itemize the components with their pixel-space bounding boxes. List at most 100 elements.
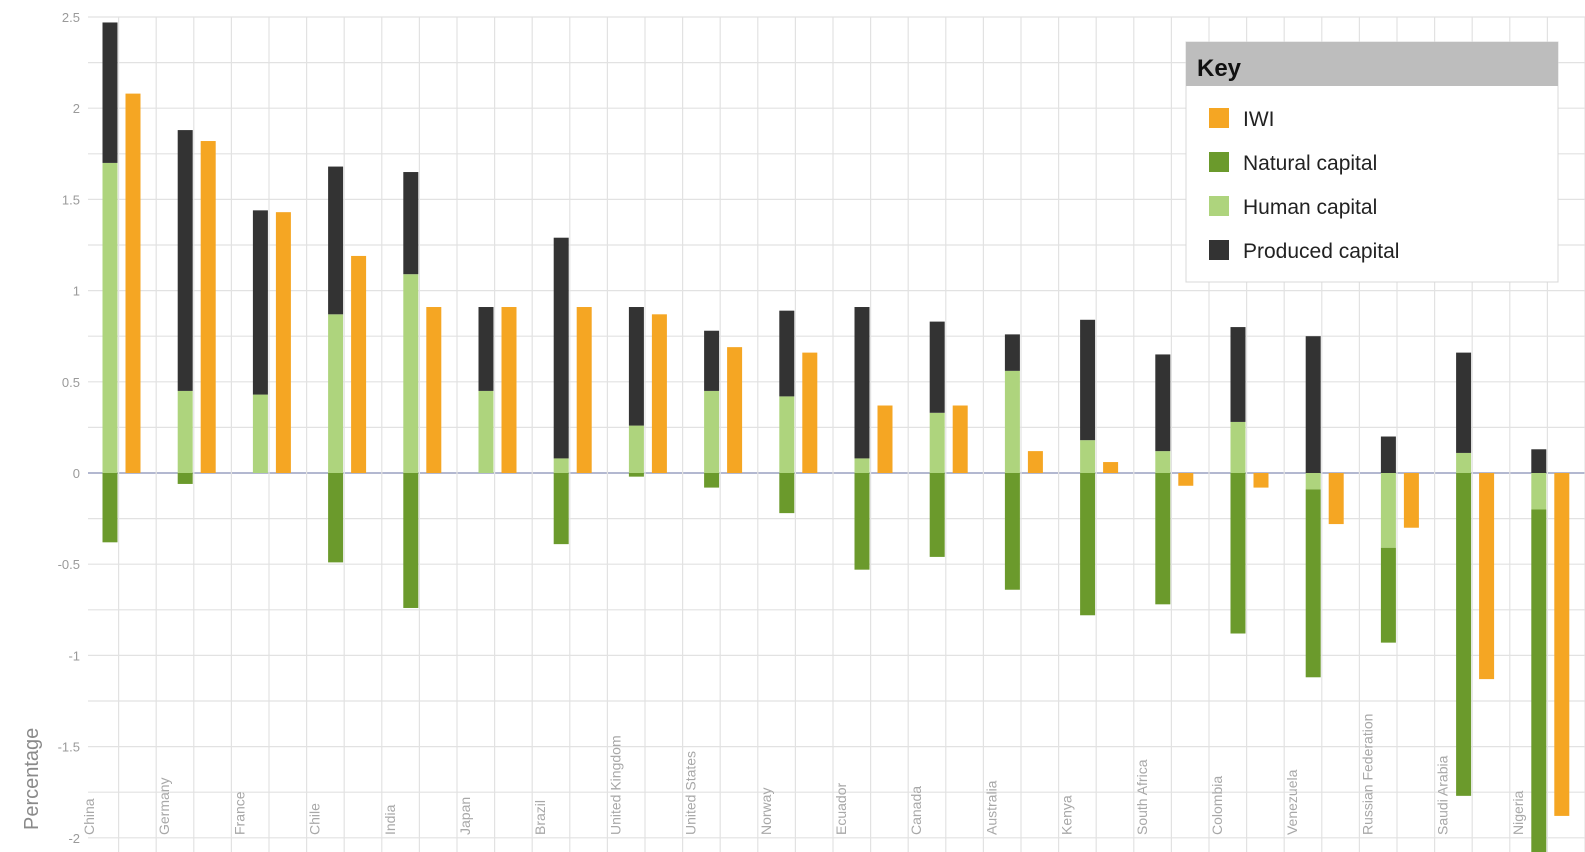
human-capital-bar [328,314,344,473]
iwi-bar [200,141,216,474]
bars [102,22,1570,852]
iwi-bar [576,307,592,473]
legend-header [1186,42,1558,86]
y-tick-label: 0 [73,466,80,481]
human-capital-bar [1080,440,1096,473]
legend-swatch [1209,240,1229,260]
produced-capital-bar [1080,319,1096,441]
produced-capital-bar [1230,327,1246,422]
iwi-bar [802,352,818,473]
human-capital-bar [177,390,193,473]
produced-capital-bar [779,310,795,397]
country-label: Russian Federation [1359,714,1375,835]
produced-capital-bar [177,130,193,391]
natural-capital-bar [1080,473,1096,616]
human-capital-bar [628,425,644,473]
human-capital-bar [1305,473,1321,490]
natural-capital-bar [1531,509,1547,852]
legend-label: IWI [1243,108,1275,131]
produced-capital-bar [929,321,945,413]
human-capital-bar [1531,473,1547,510]
human-capital-bar [1456,452,1472,473]
human-capital-bar [403,274,419,473]
natural-capital-bar [1004,473,1020,590]
natural-capital-bar [403,473,419,608]
natural-capital-bar [854,473,870,570]
produced-capital-bar [704,330,720,391]
iwi-bar [1027,451,1043,473]
iwi-bar [1328,473,1344,525]
y-tick-label: 1.5 [62,192,80,207]
produced-capital-bar [628,307,644,426]
human-capital-bar [553,458,569,473]
natural-capital-bar [177,473,193,484]
natural-capital-bar [628,473,644,477]
natural-capital-bar [1230,473,1246,634]
iwi-bar [1253,473,1269,488]
legend-swatch [1209,108,1229,128]
y-axis-title: Percentage [21,728,43,830]
country-label: United Kingdom [607,735,623,835]
legend-title: Key [1197,55,1242,82]
produced-capital-bar [403,172,419,275]
natural-capital-bar [102,473,118,543]
iwi-bar [125,93,141,473]
natural-capital-bar [553,473,569,545]
y-tick-label: 2 [73,101,80,116]
produced-capital-bar [553,237,569,459]
natural-capital-bar [1380,547,1396,643]
natural-capital-bar [1155,473,1171,605]
human-capital-bar [854,458,870,473]
country-label: Japan [457,797,473,835]
iwi-bar [1479,473,1495,680]
country-label: France [231,791,247,835]
iwi-bar [1103,462,1119,473]
country-label: Ecuador [833,783,849,835]
natural-capital-bar [929,473,945,557]
country-label: South Africa [1134,759,1150,835]
natural-capital-bar [704,473,720,488]
produced-capital-bar [478,307,494,391]
iwi-bar [877,405,893,473]
human-capital-bar [478,390,494,473]
produced-capital-bar [1004,334,1020,371]
iwi-bar [651,314,667,473]
human-capital-bar [1155,451,1171,473]
iwi-bar [351,255,367,473]
natural-capital-bar [328,473,344,563]
legend-label: Human capital [1243,196,1377,219]
natural-capital-bar [779,473,795,514]
human-capital-bar [779,396,795,473]
y-tick-label: -1.5 [58,740,80,755]
country-label: Nigeria [1510,790,1526,835]
human-capital-bar [704,390,720,473]
country-label: Canada [908,786,924,835]
natural-capital-bar [1456,473,1472,796]
country-label: Germany [156,777,172,835]
human-capital-bar [929,412,945,473]
natural-capital-bar [1305,489,1321,678]
country-label: Norway [758,788,774,835]
y-tick-label: -1 [68,648,80,663]
country-label: China [81,798,97,835]
produced-capital-bar [102,22,118,163]
y-tick-label: -0.5 [58,557,80,572]
country-label: Kenya [1059,795,1075,835]
iwi-bar [727,347,743,473]
y-tick-label: 1 [73,284,80,299]
legend-label: Produced capital [1243,240,1399,263]
y-tick-label: 2.5 [62,10,80,25]
country-label: Venezuela [1284,769,1300,835]
produced-capital-bar [1531,449,1547,473]
y-tick-label: -2 [68,831,80,846]
produced-capital-bar [1305,336,1321,473]
human-capital-bar [1004,370,1020,473]
legend-label: Natural capital [1243,152,1377,175]
produced-capital-bar [328,166,344,315]
iwi-bar [426,307,442,473]
iwi-bar [1403,473,1419,528]
country-label: Brazil [532,800,548,835]
